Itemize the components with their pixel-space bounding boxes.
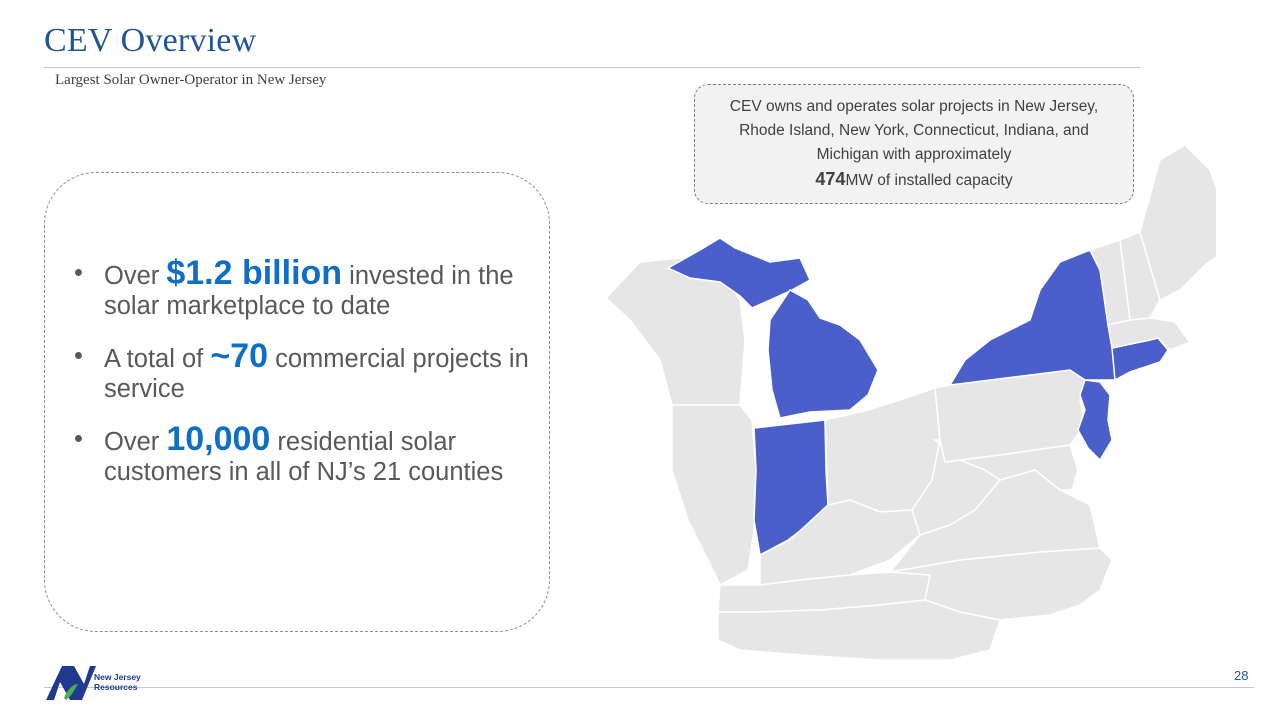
title-divider [44, 67, 1140, 68]
state-wisconsin [604, 257, 746, 406]
logo-text: New Jersey Resources [94, 672, 141, 692]
page-number: 28 [1234, 668, 1249, 683]
capacity-value: 474 [815, 169, 846, 189]
state-maine [1139, 144, 1216, 302]
state-michigan-lower [767, 289, 879, 419]
bullet-highlight: ~70 [210, 337, 269, 375]
capacity-suffix: MW of installed capacity [845, 172, 1013, 189]
company-logo [46, 666, 96, 700]
bullet-dot: • [74, 342, 83, 370]
state-michigan [666, 237, 811, 309]
slide-title: CEV Overview [44, 22, 257, 59]
state-south [717, 599, 1001, 661]
footer-divider [44, 687, 1254, 688]
bullet-panel [44, 172, 550, 632]
state-virginia [888, 469, 1101, 574]
state-new-jersey [1077, 379, 1113, 462]
bullet-dot: • [74, 425, 83, 453]
state-maryland [944, 444, 1079, 491]
bullet-highlight: $1.2 billion [166, 254, 343, 292]
bullet-item: • Over 10,000 residential solar customers… [74, 420, 504, 486]
bullet-dot: • [74, 259, 83, 287]
capacity-callout: CEV owns and operates solar projects in … [694, 84, 1134, 204]
bullet-highlight: 10,000 [166, 420, 271, 458]
state-illinois [671, 404, 757, 587]
bullet-item: • Over $1.2 billion invested in the solar… [74, 254, 514, 320]
state-map [604, 144, 1216, 661]
state-massachusetts [1107, 317, 1192, 351]
state-new-york [948, 249, 1116, 386]
bullet-list: • Over $1.2 billion invested in the solar… [74, 254, 544, 507]
bullet-item: • A total of ~70 commercial projects in s… [74, 337, 529, 403]
callout-text: CEV owns and operates solar projects in … [729, 98, 1099, 163]
state-new-hampshire [1119, 230, 1161, 321]
slide-subtitle: Largest Solar Owner-Operator in New Jers… [55, 72, 327, 88]
